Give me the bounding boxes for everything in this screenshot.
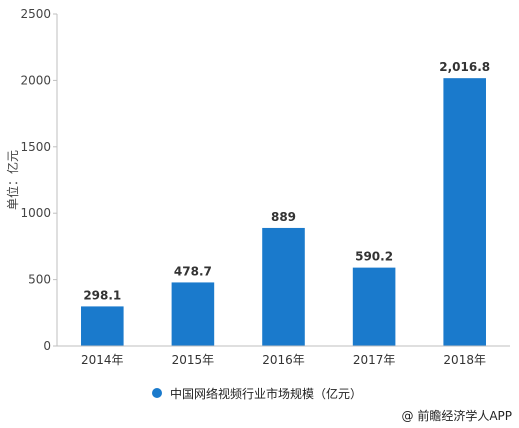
y-tick-label: 1000 [20,206,51,220]
bar [262,227,305,346]
bars: 298.1 478.7 889 590.2 2,016.8 [81,60,490,347]
data-label: 2,016.8 [439,60,490,74]
source-credit: @ 前瞻经济学人APP [401,409,513,423]
bar [171,282,215,346]
data-label: 590.2 [355,250,393,264]
x-tick-label: 2014年 [81,353,124,367]
x-tick-label: 2015年 [172,353,215,367]
y-axis-label: 单位：亿元 [5,150,20,210]
legend-label: 中国网络视频行业市场规模（亿元） [170,386,363,401]
y-tick-label: 0 [43,339,51,353]
bar [352,267,396,346]
legend-swatch [152,388,162,398]
y-tick-label: 2000 [20,73,51,87]
x-tick-label: 2017年 [353,353,396,367]
data-label: 298.1 [83,288,121,302]
y-tick-label: 2500 [20,7,51,21]
x-tick-label: 2016年 [262,353,305,367]
data-label: 889 [271,210,296,224]
bar [81,306,124,346]
bar [443,78,486,347]
y-tick-label: 1500 [20,140,51,154]
legend: 中国网络视频行业市场规模（亿元） [152,384,362,402]
x-tick-label: 2018年 [443,353,486,367]
data-label: 478.7 [174,264,212,278]
y-axis: 0 500 1000 1500 2000 2500 [20,7,58,353]
y-tick-label: 500 [28,273,51,287]
x-axis: 2014年 2015年 2016年 2017年 2018年 [57,345,510,367]
